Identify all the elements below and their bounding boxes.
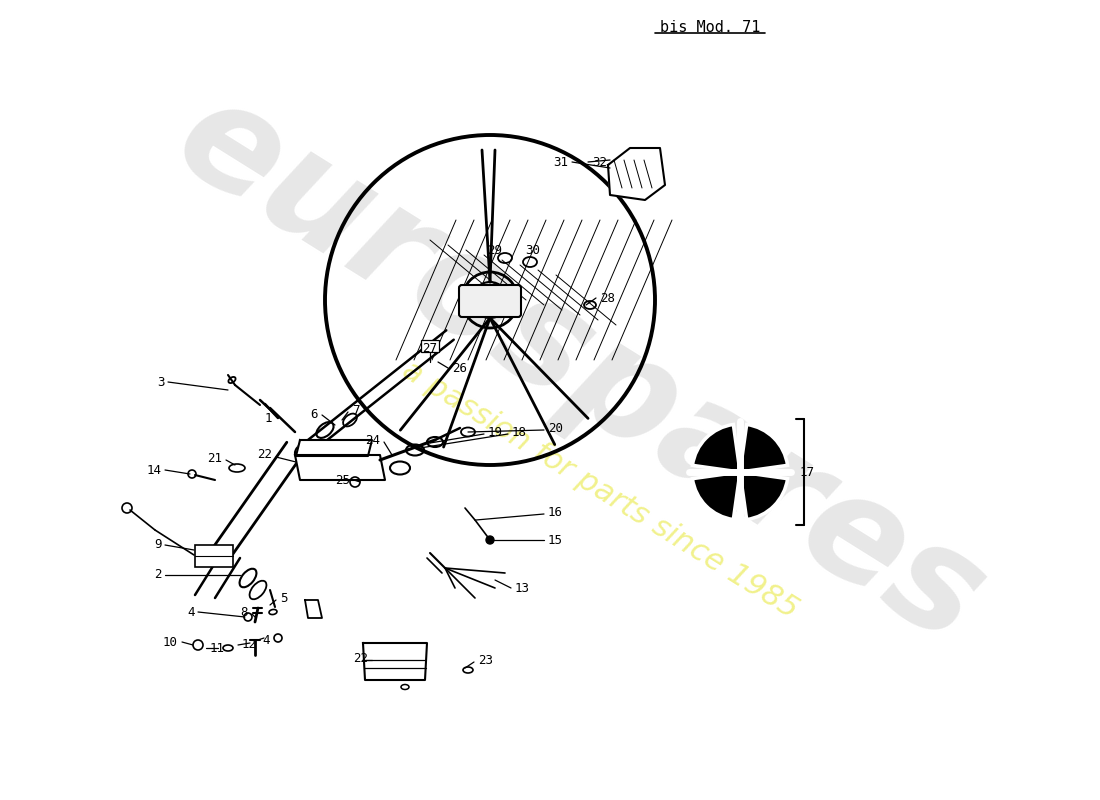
FancyBboxPatch shape [195, 545, 233, 567]
Text: 3: 3 [157, 375, 165, 389]
Text: 13: 13 [515, 582, 530, 594]
Text: 23: 23 [478, 654, 493, 666]
Text: 5: 5 [280, 591, 287, 605]
Text: 31: 31 [553, 155, 568, 169]
Text: 26: 26 [452, 362, 468, 374]
Text: 7: 7 [352, 403, 360, 417]
Wedge shape [693, 425, 740, 472]
Wedge shape [740, 425, 788, 472]
Wedge shape [693, 472, 740, 519]
Wedge shape [740, 472, 788, 519]
Text: 11: 11 [210, 642, 225, 654]
Text: 14: 14 [147, 463, 162, 477]
Text: 2: 2 [154, 569, 162, 582]
Text: 12: 12 [242, 638, 257, 651]
Text: 32: 32 [592, 155, 607, 169]
Text: 28: 28 [600, 291, 615, 305]
Text: 22: 22 [257, 449, 272, 462]
Polygon shape [363, 643, 427, 680]
Circle shape [486, 536, 494, 544]
Text: 20: 20 [548, 422, 563, 434]
FancyBboxPatch shape [459, 285, 521, 317]
FancyBboxPatch shape [421, 340, 439, 352]
Text: 18: 18 [512, 426, 527, 438]
Text: 4: 4 [187, 606, 195, 618]
Text: 21: 21 [207, 451, 222, 465]
Text: bis Mod. 71: bis Mod. 71 [660, 21, 760, 35]
Text: 27: 27 [422, 342, 438, 354]
Text: 1: 1 [265, 411, 273, 425]
Text: 25: 25 [336, 474, 350, 486]
Text: 30: 30 [525, 243, 540, 257]
Text: a passion for parts since 1985: a passion for parts since 1985 [397, 355, 803, 625]
Polygon shape [296, 440, 372, 456]
Text: 22: 22 [353, 651, 369, 665]
Text: 6: 6 [310, 409, 318, 422]
Text: 17: 17 [800, 466, 815, 478]
Polygon shape [608, 148, 666, 200]
Text: 4: 4 [262, 634, 270, 646]
Text: 8: 8 [241, 606, 248, 618]
Text: eurospares: eurospares [152, 66, 1009, 674]
Polygon shape [295, 455, 385, 480]
Polygon shape [305, 600, 322, 618]
Text: 29: 29 [487, 243, 502, 257]
Text: 15: 15 [548, 534, 563, 546]
Text: 19: 19 [488, 426, 503, 438]
Text: 10: 10 [163, 635, 178, 649]
Text: 9: 9 [154, 538, 162, 551]
Text: 16: 16 [548, 506, 563, 518]
Text: 24: 24 [365, 434, 380, 446]
